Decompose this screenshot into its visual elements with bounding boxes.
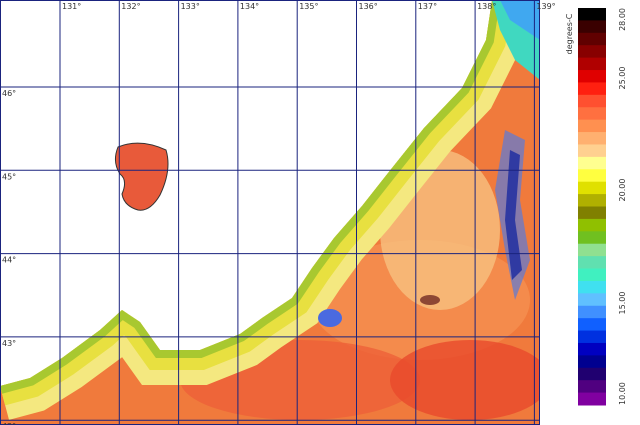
colorbar-swatch <box>578 70 606 83</box>
colorbar-swatch <box>578 119 606 133</box>
longitude-label: 131° <box>62 2 81 11</box>
lake <box>114 142 169 211</box>
colorbar-swatch <box>578 82 606 96</box>
colorbar-label: 10.00 <box>618 382 627 405</box>
colorbar-swatch <box>578 342 606 356</box>
colorbar-swatch <box>578 392 606 406</box>
colorbar-swatch <box>578 181 606 195</box>
colorbar-swatch <box>578 194 606 207</box>
colorbar-label: 28.00 <box>618 8 627 31</box>
colorbar-label: 15.00 <box>618 292 627 315</box>
colorbar-label: 20.00 <box>618 179 627 202</box>
colorbar-swatch <box>578 169 606 183</box>
longitude-label: 137° <box>418 2 437 11</box>
colorbar-swatch <box>578 132 606 145</box>
colorbar-swatch <box>578 20 606 34</box>
colorbar-swatch <box>578 243 606 257</box>
longitude-label: 139° <box>536 2 555 11</box>
colorbar-swatch <box>578 380 606 394</box>
colorbar-swatch <box>578 32 606 46</box>
latitude-label: 44° <box>2 256 16 265</box>
colorbar-label: 25.00 <box>618 67 627 90</box>
colorbar-swatch <box>578 206 606 220</box>
latitude-label: 45° <box>2 172 16 181</box>
longitude-label: 138° <box>477 2 496 11</box>
latitude-label: 42° <box>2 422 16 425</box>
colorbar-swatch <box>578 256 606 270</box>
latitude-label: 43° <box>2 339 16 348</box>
colorbar-swatch <box>578 330 606 344</box>
colorbar-swatch <box>578 218 606 232</box>
colorbar-swatch <box>578 94 606 108</box>
colorbar-swatch <box>578 355 606 369</box>
colorbar <box>578 8 606 406</box>
colorbar-swatch <box>578 8 606 21</box>
longitude-label: 135° <box>299 2 318 11</box>
colorbar-swatch <box>578 156 606 170</box>
graticule <box>0 0 540 425</box>
colorbar-swatch <box>578 268 606 282</box>
longitude-label: 133° <box>181 2 200 11</box>
longitude-label: 136° <box>359 2 378 11</box>
colorbar-swatch <box>578 57 606 71</box>
colorbar-swatch <box>578 280 606 294</box>
longitude-label: 134° <box>240 2 259 11</box>
colorbar-swatch <box>578 144 606 158</box>
colorbar-swatch <box>578 45 606 59</box>
colorbar-title: degrees-C <box>565 13 574 54</box>
colorbar-swatch <box>578 293 606 307</box>
longitude-label: 132° <box>121 2 140 11</box>
colorbar-swatch <box>578 367 606 381</box>
latitude-label: 46° <box>2 89 16 98</box>
colorbar-swatch <box>578 107 606 121</box>
colorbar-swatch <box>578 231 606 245</box>
colorbar-swatch <box>578 305 606 319</box>
colorbar-swatch <box>578 318 606 332</box>
